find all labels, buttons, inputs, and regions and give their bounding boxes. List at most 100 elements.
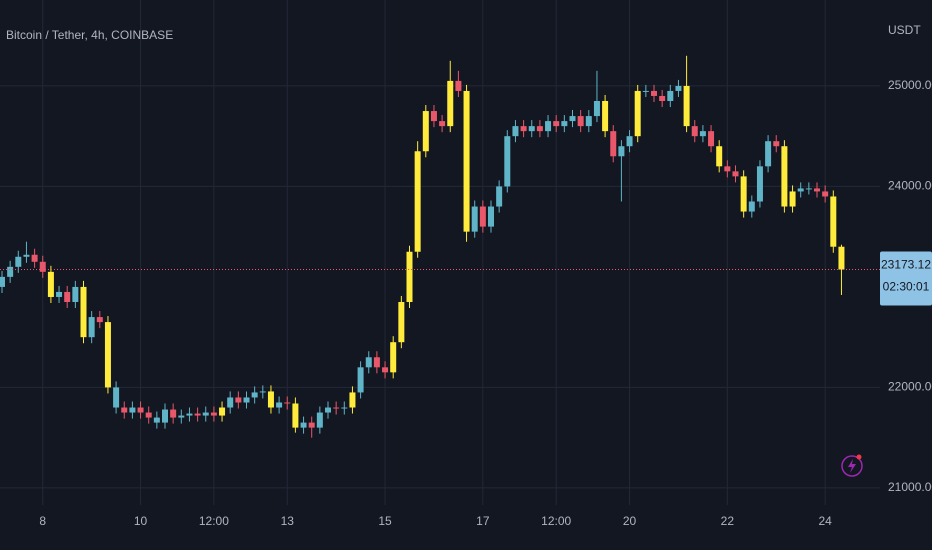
candle-body	[23, 254, 30, 257]
x-tick-label: 8	[39, 514, 46, 528]
candle-body	[137, 407, 144, 413]
x-tick-label: 12:00	[541, 514, 571, 528]
candle-body	[553, 121, 560, 127]
candle-body	[830, 196, 837, 247]
candle-body	[284, 402, 291, 404]
candle-body	[430, 111, 437, 122]
candle-body	[15, 256, 22, 267]
candle-body	[463, 90, 470, 232]
candle-body	[708, 131, 715, 147]
candle-body	[373, 357, 380, 368]
candle-body	[805, 188, 812, 190]
candle-body	[618, 146, 625, 157]
candle-body	[235, 397, 242, 403]
candle-body	[561, 121, 568, 127]
candle-body	[56, 291, 63, 297]
candle-body	[740, 176, 747, 212]
candle-body	[748, 201, 755, 212]
candle-body	[121, 407, 128, 413]
candle-body	[593, 101, 600, 117]
candle-body	[80, 286, 87, 338]
candle-body	[528, 126, 535, 132]
candles	[0, 55, 845, 438]
candle-body	[479, 206, 486, 227]
candle-body	[194, 413, 201, 416]
countdown-label: 02:30:01	[883, 280, 930, 294]
candle-body	[316, 412, 323, 428]
candle-body	[602, 101, 609, 132]
last-price-label: 23173.12	[881, 258, 931, 272]
candle-body	[496, 186, 503, 207]
candle-body	[145, 412, 152, 418]
candle-body	[520, 126, 527, 132]
candle-body	[88, 317, 95, 338]
candle-body	[683, 85, 690, 127]
candle-body	[838, 246, 845, 270]
candle-body	[822, 191, 829, 197]
candle-body	[267, 391, 274, 408]
candle-body	[178, 415, 185, 418]
candle-body	[308, 422, 315, 428]
candle-body	[634, 90, 641, 137]
candle-body	[659, 95, 666, 101]
candle-body	[390, 342, 397, 373]
candle-body	[162, 409, 168, 423]
candle-body	[642, 90, 649, 92]
candle-body	[357, 367, 364, 393]
candle-body	[732, 171, 739, 177]
candle-body	[667, 90, 674, 101]
candle-body	[724, 166, 731, 172]
candle-body	[773, 141, 780, 147]
candle-body	[39, 261, 46, 272]
candle-body	[577, 116, 584, 127]
x-tick-label: 12:00	[199, 514, 229, 528]
last-price-box	[880, 251, 932, 306]
x-tick-label: 20	[623, 514, 637, 528]
candle-body	[72, 286, 79, 302]
candle-body	[781, 146, 788, 207]
candle-body	[31, 254, 38, 262]
candle-body	[0, 276, 5, 287]
candle-body	[7, 266, 14, 277]
candle-body	[406, 251, 413, 302]
y-tick-label: 24000.00	[888, 179, 932, 193]
candle-body	[422, 111, 429, 152]
candle-body	[129, 407, 136, 413]
candle-body	[153, 417, 160, 423]
x-tick-label: 22	[721, 514, 735, 528]
candle-body	[210, 412, 217, 416]
candle-body	[585, 116, 592, 127]
candle-body	[455, 80, 462, 91]
candle-body	[325, 407, 331, 413]
grid	[0, 0, 880, 505]
candle-body	[626, 136, 633, 147]
candle-body	[814, 188, 820, 192]
y-tick-label: 21000.00	[888, 480, 932, 494]
alert-icon[interactable]	[841, 454, 863, 477]
candle-body	[365, 357, 372, 368]
candle-body	[259, 391, 266, 393]
candle-body	[447, 80, 454, 127]
candle-body	[765, 141, 772, 167]
candle-body	[610, 131, 617, 157]
candle-body	[96, 317, 103, 323]
candle-body	[300, 422, 307, 428]
y-tick-label: 22000.00	[888, 380, 932, 394]
candle-body	[414, 151, 421, 252]
x-tick-label: 17	[476, 514, 490, 528]
candle-body	[675, 85, 682, 91]
y-tick-label: 25000.00	[888, 78, 932, 92]
candle-body	[569, 116, 576, 122]
candle-body	[382, 367, 389, 373]
candle-body	[545, 121, 552, 132]
candle-body	[276, 402, 283, 408]
candle-body	[488, 206, 494, 227]
x-tick-label: 24	[818, 514, 832, 528]
candle-body	[227, 397, 234, 408]
candle-body	[789, 191, 796, 207]
candle-body	[651, 90, 657, 96]
candle-body	[186, 413, 193, 416]
y-axis-unit: USDT	[888, 23, 921, 37]
